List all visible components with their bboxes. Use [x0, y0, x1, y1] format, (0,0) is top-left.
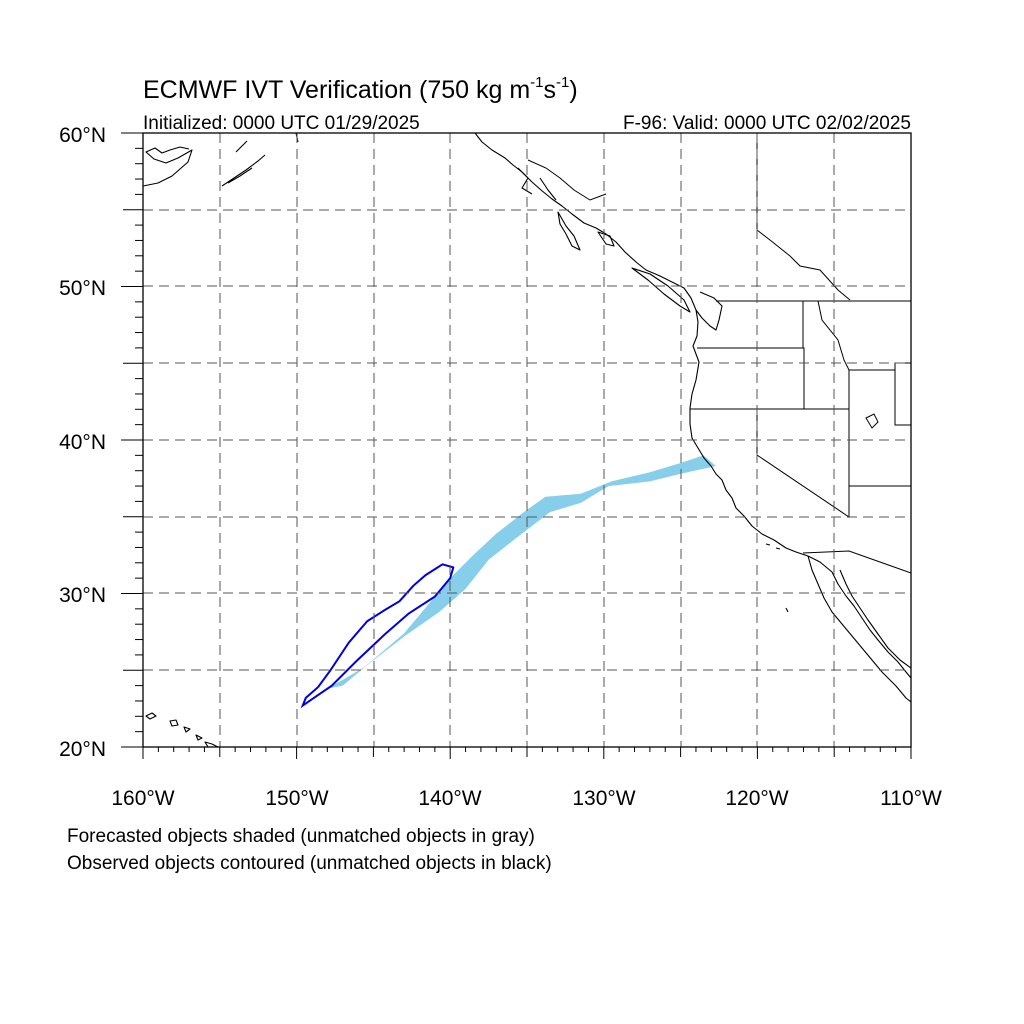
latitude-labels: 60°N 50°N 40°N 30°N 20°N — [59, 124, 106, 761]
longitude-labels: 160°W 150°W 140°W 130°W 120°W 110°W — [111, 787, 942, 810]
valid-time-label: F-96: Valid: 0000 UTC 02/02/2025 — [623, 113, 911, 134]
lat-label-50: 50°N — [59, 277, 106, 300]
axis-ticks — [121, 132, 912, 759]
footer-observed-note: Observed objects contoured (unmatched ob… — [67, 853, 552, 874]
init-time-label: Initialized: 0000 UTC 01/29/2025 — [143, 113, 420, 134]
lat-label-30: 30°N — [59, 584, 106, 607]
lon-label-110: 110°W — [880, 787, 942, 810]
alaska-coast — [143, 133, 299, 187]
lon-label-150: 150°W — [265, 787, 328, 810]
lat-label-60: 60°N — [59, 124, 106, 147]
lat-label-20: 20°N — [59, 738, 106, 761]
footer-forecast-note: Forecasted objects shaded (unmatched obj… — [67, 826, 535, 847]
us-west-coast — [689, 309, 911, 679]
forecast-object-shaded — [327, 455, 716, 689]
hawaii-islands — [145, 712, 219, 747]
lat-label-40: 40°N — [59, 431, 106, 454]
coastlines — [143, 133, 911, 747]
map-title: ECMWF IVT Verification (750 kg m-1s-1) — [143, 74, 578, 104]
alaska-canada-border — [527, 133, 758, 230]
observed-object-contour — [300, 563, 455, 709]
lon-label-130: 130°W — [572, 787, 635, 810]
state-lines — [690, 229, 911, 574]
great-salt-lake — [865, 413, 879, 429]
baja-coast — [807, 555, 911, 703]
small-islands — [765, 543, 789, 613]
bc-coast — [474, 133, 723, 331]
lon-label-120: 120°W — [725, 787, 788, 810]
lon-label-140: 140°W — [418, 787, 481, 810]
map-plot-area — [143, 133, 911, 747]
political-boundaries — [527, 133, 911, 574]
bc-islands — [517, 167, 691, 313]
lon-label-160: 160°W — [111, 787, 174, 810]
lat-lon-grid — [143, 133, 911, 747]
